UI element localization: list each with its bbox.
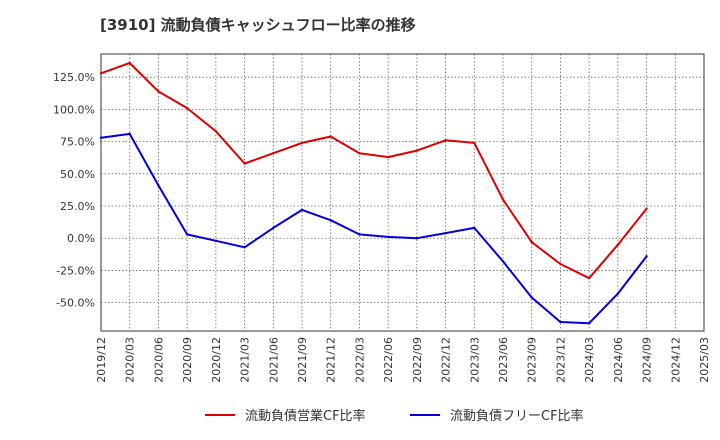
data-point — [473, 141, 476, 145]
legend-label-free-cf: 流動負債フリーCF比率 — [450, 408, 584, 424]
legend: 流動負債営業CF比率 流動負債フリーCF比率 — [205, 408, 584, 424]
data-point — [645, 207, 648, 210]
data-point — [185, 106, 189, 110]
x-tick-label: 2025/03 — [698, 337, 711, 383]
x-tick-label: 2024/06 — [612, 337, 625, 383]
data-point — [386, 155, 390, 159]
x-tick-label: 2024/12 — [669, 337, 682, 383]
data-point — [530, 240, 533, 244]
legend-label-operating-cf: 流動負債営業CF比率 — [245, 408, 366, 424]
data-point — [128, 132, 131, 136]
data-point — [473, 226, 476, 230]
data-point — [415, 149, 419, 152]
data-point — [559, 320, 562, 324]
data-point — [386, 235, 390, 239]
x-tick-label: 2023/09 — [526, 337, 539, 383]
x-tick-label: 2019/12 — [95, 337, 108, 383]
x-tick-label: 2024/03 — [583, 337, 596, 383]
x-tick-label: 2021/06 — [267, 337, 280, 383]
x-tick-label: 2022/09 — [411, 337, 424, 383]
data-point — [185, 233, 189, 236]
data-point — [501, 198, 505, 201]
data-point — [587, 322, 591, 325]
data-point — [530, 296, 533, 299]
data-point — [616, 292, 620, 295]
x-tick-label: 2020/12 — [210, 337, 223, 383]
grid-layer — [100, 54, 705, 331]
data-point — [616, 243, 620, 246]
series-layer — [99, 61, 648, 325]
data-point — [99, 136, 103, 139]
data-point — [243, 162, 246, 165]
series-line-1 — [100, 132, 648, 325]
x-tick-label: 2021/12 — [325, 337, 338, 383]
data-point — [214, 130, 218, 133]
data-point — [99, 72, 103, 75]
x-tick-label: 2020/06 — [152, 337, 165, 383]
data-point — [329, 219, 332, 222]
data-point — [358, 152, 361, 155]
x-tick-label: 2022/12 — [440, 337, 453, 383]
data-point — [501, 260, 505, 263]
data-point — [645, 255, 648, 258]
data-point — [214, 239, 218, 243]
y-tick-labels: 125.0% 100.0% 75.0% 50.0% 25.0% 0.0% -25.0% -50… — [53, 71, 95, 309]
chart-title: [3910] 流動負債キャッシュフロー比率の推移 — [100, 16, 416, 34]
y-tick-label: -50.0% — [56, 297, 95, 310]
series-line-0 — [100, 62, 648, 280]
y-tick-label: 75.0% — [60, 136, 95, 149]
data-point — [128, 61, 131, 65]
x-tick-label: 2022/03 — [353, 337, 366, 383]
data-point — [358, 233, 361, 236]
x-tick-label: 2020/03 — [124, 337, 137, 383]
y-tick-label: 0.0% — [67, 232, 95, 245]
x-tick-labels: 2019/12 2020/03 2020/06 2020/09 2020/12 2021/… — [95, 337, 711, 383]
plot-frame — [100, 53, 705, 332]
x-tick-label: 2023/06 — [497, 337, 510, 383]
y-tick-label: 50.0% — [60, 168, 95, 181]
data-point — [272, 226, 275, 230]
data-point — [444, 139, 447, 142]
data-point — [300, 208, 304, 212]
data-point — [157, 184, 160, 187]
y-tick-label: -25.0% — [56, 264, 95, 277]
x-tick-label: 2021/03 — [239, 337, 252, 383]
data-point — [300, 141, 304, 145]
data-point — [587, 276, 591, 280]
x-tick-label: 2024/09 — [641, 337, 654, 383]
data-point — [272, 152, 275, 155]
x-tick-label: 2022/06 — [382, 337, 395, 383]
y-tick-label: 125.0% — [53, 71, 95, 84]
data-point — [415, 237, 419, 240]
data-point — [329, 135, 332, 138]
data-point — [157, 90, 160, 93]
y-tick-label: 100.0% — [53, 103, 95, 116]
x-tick-label: 2023/12 — [554, 337, 567, 383]
data-point — [559, 262, 562, 266]
y-tick-label: 25.0% — [60, 200, 95, 213]
x-tick-label: 2020/09 — [181, 337, 194, 383]
data-point — [444, 231, 447, 235]
data-point — [243, 246, 246, 249]
x-tick-label: 2021/09 — [296, 337, 309, 383]
x-tick-label: 2023/03 — [468, 337, 481, 383]
